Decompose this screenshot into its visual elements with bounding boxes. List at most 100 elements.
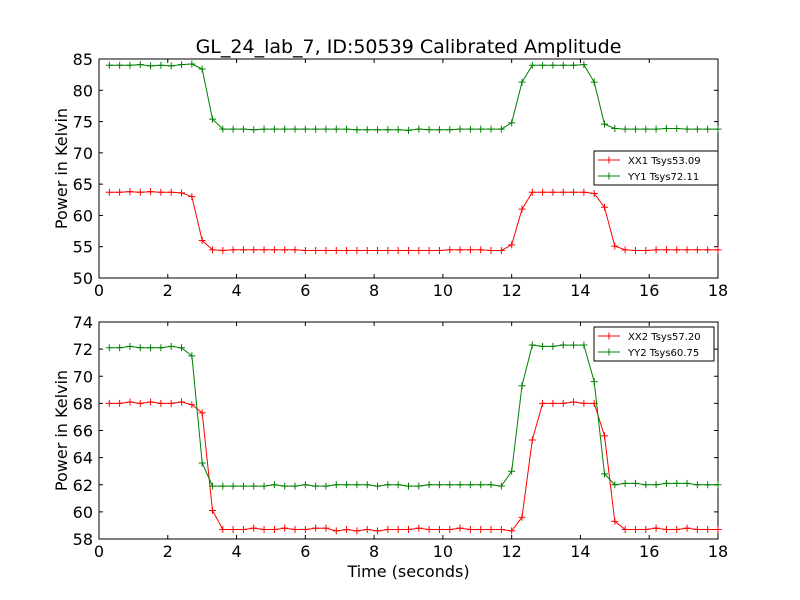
chart-2-series-2-point (105, 344, 113, 352)
chart-1-series-2-point (126, 61, 134, 69)
chart-1-series-1-point (570, 188, 578, 196)
chart-2-series-1-point (415, 524, 423, 532)
chart-2-series-1-point (105, 399, 113, 407)
chart-2-series-1-point (446, 526, 454, 534)
chart-2-series-1-point (281, 524, 289, 532)
chart-1-series-1-point (147, 188, 155, 196)
chart-1-series-2-point (652, 125, 660, 133)
chart-2-xtick-label: 18 (708, 542, 728, 561)
chart-1-series-2-point (291, 125, 299, 133)
chart-2-series-2-point (683, 479, 691, 487)
chart-1-series-2-point (693, 125, 701, 133)
chart-2-series-1-point (714, 526, 722, 534)
chart-1-series-2-point (477, 125, 485, 133)
chart-1-series-1-point (621, 246, 629, 254)
chart-1-series-2-point (394, 126, 402, 134)
chart-1-series-1-point (559, 188, 567, 196)
chart-2-series-2-point (384, 481, 392, 489)
chart-2-series-2-point (250, 482, 258, 490)
chart-2-series-2-point (188, 352, 196, 360)
chart-1-series-1-point (384, 246, 392, 254)
chart-1-series-1-point (631, 246, 639, 254)
chart-1-series-2-point (312, 125, 320, 133)
chart-1-series-2-point (704, 125, 712, 133)
chart-1-series-1-point (662, 246, 670, 254)
chart-2-series-2-point (704, 481, 712, 489)
chart-1-series-1-point (281, 246, 289, 254)
chart-2-series-2-point (435, 481, 443, 489)
chart-2-series-2-point (301, 481, 309, 489)
chart-1-series-1-point (301, 246, 309, 254)
chart-2-series-1-point (188, 401, 196, 409)
chart-1-series-2-point (456, 125, 464, 133)
chart-2-series-2-point (642, 481, 650, 489)
chart-2-ytick-label: 60 (73, 503, 93, 522)
chart-2-series-2-point (281, 482, 289, 490)
chart-2-legend-label-2: YY2 Tsys60.75 (627, 348, 699, 359)
chart-2-xtick-label: 4 (231, 542, 241, 561)
chart-1-ytick-label: 70 (73, 144, 93, 163)
chart-2-series-2-point (353, 481, 361, 489)
chart-1-series-1-point (126, 188, 134, 196)
chart-2-series-2-point (343, 481, 351, 489)
chart-2-xlabel: Time (seconds) (346, 562, 469, 581)
chart-2-ytick-label: 66 (73, 422, 93, 441)
chart-2-series-2-point (126, 342, 134, 350)
chart-2-ytick-label: 72 (73, 340, 93, 359)
chart-2-series-2-point (374, 482, 382, 490)
chart-1-series-2-point (601, 120, 609, 128)
chart-1-series-2-point (136, 61, 144, 69)
plots: GL_24_lab_7, ID:50539 Calibrated Amplitu… (52, 36, 728, 581)
chart-1-series-2-point (188, 60, 196, 68)
chart-2-series-2-point (312, 482, 320, 490)
chart-1-series-1-point (497, 246, 505, 254)
chart-2-series-1-point (394, 526, 402, 534)
chart-1-xtick-label: 6 (300, 281, 310, 300)
chart-2-series-1-point (580, 399, 588, 407)
chart-2-series-1-point (291, 526, 299, 534)
chart-2-series-1-point (322, 524, 330, 532)
chart-2-series-1-point (631, 526, 639, 534)
chart-1-series-2-point (260, 125, 268, 133)
chart-1-series-2-point (167, 62, 175, 70)
chart-1-series-1-point (611, 242, 619, 250)
chart-2-series-2-point (116, 344, 124, 352)
chart-1-series-2-point (611, 124, 619, 132)
chart-1-xtick-label: 0 (94, 281, 104, 300)
chart-2-series-1-point (435, 526, 443, 534)
chart-1-series-2-point (219, 125, 227, 133)
chart-2-series-1-point (116, 399, 124, 407)
chart-1-series-1-point (229, 246, 237, 254)
chart-2-series-2-point (559, 341, 567, 349)
chart-2-xtick-label: 2 (163, 542, 173, 561)
chart-2-series-2-point (580, 341, 588, 349)
chart-2-series-1-line (109, 401, 718, 532)
chart-1-legend-label-2: YY1 Tsys72.11 (627, 172, 699, 183)
chart-2-series-1-point (178, 398, 186, 406)
chart-1-series-1-point (549, 188, 557, 196)
chart-2-series-1-point (208, 507, 216, 515)
chart-2-series-1-point (353, 527, 361, 535)
chart-2-series-2-point (260, 482, 268, 490)
chart-1-series-2-point (353, 126, 361, 134)
chart-1-series-1-point (528, 188, 536, 196)
chart-1-series-2-point (642, 125, 650, 133)
chart-2-series-1-point (157, 399, 165, 407)
chart-1-series-2-point (147, 62, 155, 70)
chart-1-ytick-label: 50 (73, 269, 93, 288)
chart-2-series-2-point (621, 479, 629, 487)
chart-2-series-1-point (528, 436, 536, 444)
chart-2-ytick-label: 68 (73, 394, 93, 413)
chart-2-series-1-point (136, 399, 144, 407)
chart-1-series-2-point (405, 126, 412, 134)
chart-1-series-1-point (353, 246, 361, 254)
chart-2-series-2-point (497, 482, 505, 490)
chart-1-legend-marker-1 (605, 156, 613, 164)
chart-1-ytick-label: 55 (73, 238, 93, 257)
chart-2-series-1-point (518, 513, 526, 521)
chart-2-series-1-point (508, 527, 516, 535)
chart-1-series-2-point (497, 125, 505, 133)
chart-2-series-1-point (374, 527, 382, 535)
